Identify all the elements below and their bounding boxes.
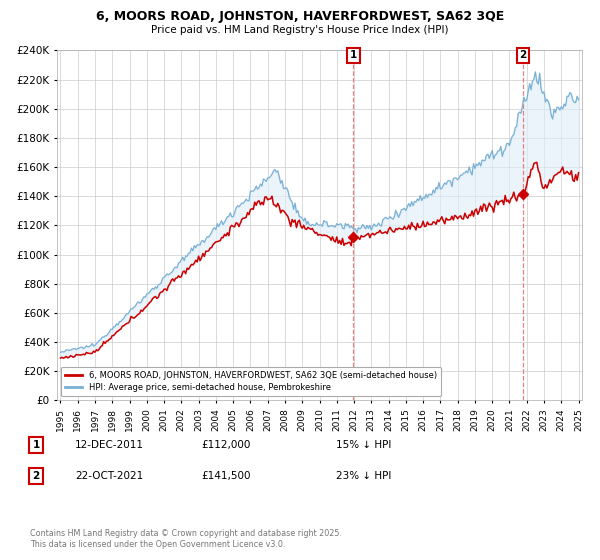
Text: 12-DEC-2011: 12-DEC-2011 (75, 440, 144, 450)
Text: 1: 1 (32, 440, 40, 450)
Text: 1: 1 (350, 50, 357, 60)
Text: £141,500: £141,500 (201, 471, 251, 481)
Text: 23% ↓ HPI: 23% ↓ HPI (336, 471, 391, 481)
Text: 2: 2 (32, 471, 40, 481)
Text: 15% ↓ HPI: 15% ↓ HPI (336, 440, 391, 450)
Text: 22-OCT-2021: 22-OCT-2021 (75, 471, 143, 481)
Text: 2: 2 (520, 50, 527, 60)
Text: Contains HM Land Registry data © Crown copyright and database right 2025.
This d: Contains HM Land Registry data © Crown c… (30, 529, 342, 549)
Text: 6, MOORS ROAD, JOHNSTON, HAVERFORDWEST, SA62 3QE: 6, MOORS ROAD, JOHNSTON, HAVERFORDWEST, … (96, 10, 504, 23)
Legend: 6, MOORS ROAD, JOHNSTON, HAVERFORDWEST, SA62 3QE (semi-detached house), HPI: Ave: 6, MOORS ROAD, JOHNSTON, HAVERFORDWEST, … (61, 367, 441, 396)
Text: Price paid vs. HM Land Registry's House Price Index (HPI): Price paid vs. HM Land Registry's House … (151, 25, 449, 35)
Text: £112,000: £112,000 (201, 440, 250, 450)
